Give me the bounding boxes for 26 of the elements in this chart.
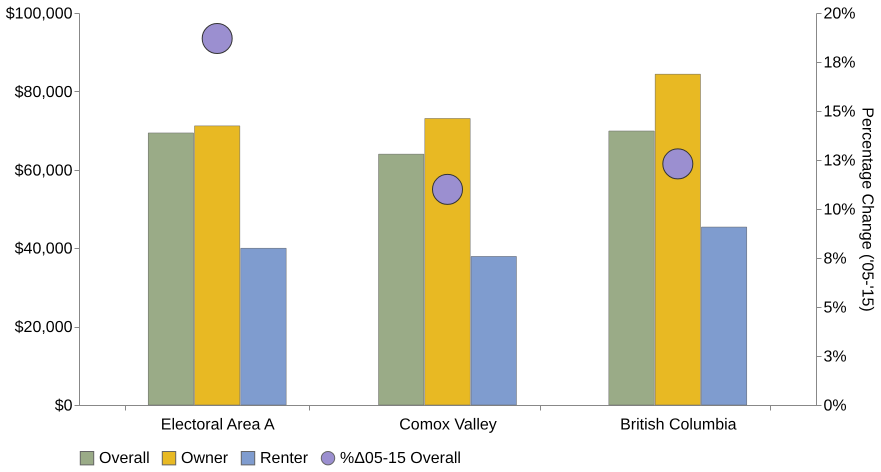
y-tick-label: $40,000 <box>14 240 73 258</box>
x-tick-label: Electoral Area A <box>160 416 275 434</box>
y2-axis-title: Percentage Change ('05-'15) <box>858 107 876 312</box>
x-tick-label: British Columbia <box>620 416 737 434</box>
y-tick-label: $80,000 <box>14 84 73 101</box>
legend-label: Overall <box>99 450 150 468</box>
point <box>432 174 463 205</box>
y2-tick-label: 3% <box>824 348 847 366</box>
point <box>662 148 694 180</box>
y-tick-label: $100,000 <box>6 6 73 22</box>
legend-label: %Δ05-15 Overall <box>340 450 461 468</box>
legend-label: Renter <box>260 450 309 468</box>
x-tick-label: Comox Valley <box>399 416 497 434</box>
y2-tick-label: 15% <box>824 104 856 120</box>
y-tick-label: $60,000 <box>14 162 73 180</box>
y2-tick-label: 20% <box>824 6 856 22</box>
legend-label: Owner <box>181 450 229 468</box>
y2-tick-label: 8% <box>824 250 847 268</box>
y2-tick-label: 0% <box>824 398 847 414</box>
y2-tick-label: 5% <box>824 300 847 316</box>
y2-tick-label: 18% <box>824 54 856 72</box>
y2-tick-label: 10% <box>824 202 856 218</box>
point <box>202 23 233 54</box>
y2-tick-label: 13% <box>824 152 856 170</box>
y-tick-label: $0 <box>54 398 73 414</box>
y-tick-label: $20,000 <box>14 319 73 336</box>
